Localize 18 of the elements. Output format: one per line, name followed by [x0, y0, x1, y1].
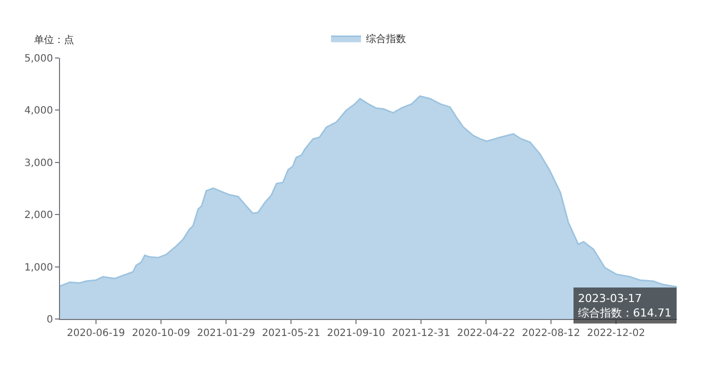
x-tick-label: 2021-01-29 — [196, 328, 256, 339]
x-tick-label: 2022-12-02 — [586, 328, 646, 339]
y-axis-title: 单位：点 — [34, 34, 74, 46]
y-tick-label: 2,000 — [24, 210, 53, 222]
annotation: 2023-03-17 综合指数：614.71 — [578, 292, 672, 320]
x-tick-label: 2021-09-10 — [326, 328, 386, 339]
y-tick-label: 1,000 — [24, 262, 53, 274]
x-tick-label: 2020-10-09 — [132, 328, 190, 339]
y-tick-label: 3,000 — [24, 158, 53, 169]
x-tick-label: 2021-12-31 — [392, 328, 450, 339]
x-tick-label: 2020-06-19 — [66, 328, 126, 339]
y-tick-label: 5,000 — [24, 54, 53, 64]
y-tick-label: 4,000 — [24, 106, 53, 117]
x-tick-label: 2022-04-22 — [456, 328, 516, 339]
legend-label: 综合指数 — [366, 33, 406, 46]
y-tick-label: 0 — [46, 314, 53, 326]
x-tick-label: 2022-08-12 — [522, 328, 580, 339]
x-tick-label: 2021-05-21 — [262, 328, 320, 339]
